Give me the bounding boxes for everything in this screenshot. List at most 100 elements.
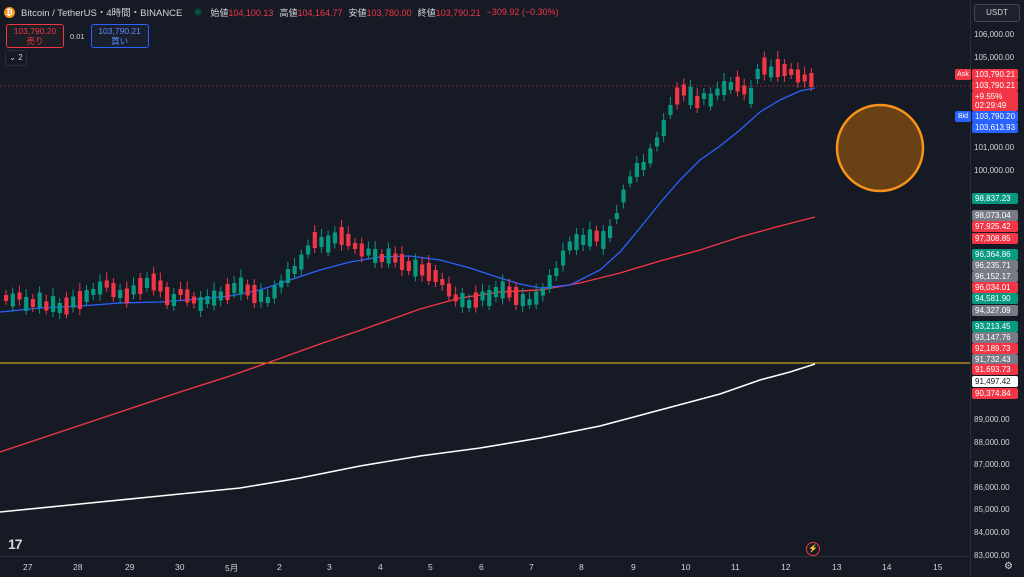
- candle-body: [10, 293, 15, 307]
- candle-body: [701, 93, 707, 99]
- ma-short-line: [0, 87, 816, 313]
- time-tick-label: 8: [579, 562, 584, 572]
- candle-body: [265, 297, 270, 303]
- price-label: 02:29:49: [972, 100, 1018, 111]
- candle-body: [386, 248, 391, 264]
- chart-plot-area[interactable]: ₿ Bitcoin / TetherUS・4時間・BINANCE 始値104,1…: [0, 0, 970, 556]
- price-label: 91,732.43: [972, 354, 1018, 365]
- candle-body: [24, 297, 29, 311]
- time-tick-label: 7: [529, 562, 534, 572]
- price-tick-label: 83,000.00: [974, 551, 1010, 560]
- candle-body: [225, 284, 230, 300]
- candle-body: [218, 291, 223, 301]
- candle-body: [769, 66, 774, 78]
- time-tick-label: 9: [631, 562, 636, 572]
- candle-body: [540, 288, 546, 296]
- candle-body: [259, 290, 264, 302]
- time-axis[interactable]: 27 28 29 30 5月 2 3 4 5 6 7 8 9 10 11 12 13 14 15: [0, 556, 970, 577]
- candle-body: [299, 254, 304, 270]
- candle-body: [527, 299, 532, 305]
- market-status-icon[interactable]: [194, 8, 203, 16]
- candle-body: [232, 283, 237, 293]
- time-tick-label: 29: [125, 562, 135, 572]
- price-label: 98,073.04: [972, 210, 1018, 221]
- candle-body: [138, 278, 143, 294]
- buy-label: 買い: [111, 36, 129, 46]
- candle-body: [245, 284, 250, 296]
- price-tick-label: 85,000.00: [974, 505, 1010, 514]
- time-tick-label: 15: [933, 562, 943, 572]
- chart-header: ₿ Bitcoin / TetherUS・4時間・BINANCE 始値104,1…: [4, 4, 559, 20]
- price-label: 103,613.93: [972, 122, 1018, 133]
- candle-body: [755, 69, 760, 79]
- gear-icon[interactable]: ⚙: [1004, 561, 1013, 572]
- spread-value: 0.01: [70, 31, 85, 41]
- candle-body: [238, 277, 244, 295]
- candle-body: [648, 148, 653, 164]
- currency-selector[interactable]: USDT: [974, 4, 1020, 22]
- candle-body: [480, 291, 485, 301]
- candle-body: [715, 88, 720, 96]
- candle-body: [641, 162, 646, 170]
- candle-body: [426, 263, 431, 281]
- candle-body: [165, 287, 170, 305]
- candle-body: [554, 268, 559, 276]
- candle-body: [97, 281, 103, 295]
- candle-body: [118, 290, 123, 298]
- candle-body: [628, 176, 633, 184]
- candle-body: [802, 74, 807, 82]
- candle-body: [775, 59, 780, 77]
- candle-body: [30, 299, 36, 307]
- candle-body: [500, 281, 505, 299]
- trade-panel: 103,790.20 売り 0.01 103,790.21 買い: [6, 24, 149, 48]
- time-tick-label: 27: [23, 562, 33, 572]
- candle-body: [305, 245, 311, 255]
- candle-body: [420, 264, 425, 276]
- candle-body: [104, 280, 109, 288]
- ohlc-close: 終値103,790.21: [417, 7, 481, 18]
- indicators-toggle-button[interactable]: ⌄ 2: [5, 50, 27, 66]
- sell-price: 103,790.20: [13, 26, 57, 36]
- candle-body: [279, 280, 284, 288]
- price-label: 91,497.42: [972, 376, 1018, 387]
- candle-body: [795, 69, 801, 83]
- candle-body: [742, 85, 747, 95]
- candle-body: [748, 88, 754, 104]
- candle-body: [393, 253, 398, 263]
- candle-body: [171, 294, 176, 306]
- price-label: 96,235.71: [972, 260, 1018, 271]
- highlight-circle: [835, 103, 925, 193]
- price-tick-label: 87,000.00: [974, 460, 1010, 469]
- candle-body: [77, 291, 83, 309]
- candle-body: [722, 81, 727, 95]
- symbol-title[interactable]: Bitcoin / TetherUS・4時間・BINANCE: [21, 8, 183, 19]
- ohlc-change: −309.92 (−0.30%): [486, 7, 559, 17]
- price-label: 98,837.23: [972, 193, 1018, 204]
- flash-icon[interactable]: ⚡: [806, 542, 820, 556]
- price-label: 94,327.09: [972, 305, 1018, 316]
- candle-body: [205, 296, 210, 304]
- candle-body: [453, 294, 458, 302]
- candle-body: [574, 234, 579, 250]
- bitcoin-icon: ₿: [4, 6, 15, 18]
- price-label: 96,034.01: [972, 282, 1018, 293]
- sell-button[interactable]: 103,790.20 売り: [6, 24, 64, 48]
- price-label: 97,308.85: [972, 233, 1018, 244]
- candle-body: [91, 289, 96, 295]
- buy-button[interactable]: 103,790.21 買い: [90, 24, 149, 48]
- candle-body: [252, 285, 257, 303]
- candle-body: [708, 93, 713, 107]
- candle-body: [131, 285, 136, 295]
- candle-body: [440, 279, 445, 285]
- ma-mid-line: [0, 216, 816, 453]
- tradingview-logo[interactable]: 17: [8, 536, 23, 552]
- price-label: 90,374.84: [972, 388, 1018, 399]
- candle-body: [534, 291, 539, 305]
- time-tick-label: 12: [781, 562, 791, 572]
- time-tick-label: 3: [327, 562, 332, 572]
- candle-body: [111, 283, 116, 297]
- time-tick-label: 30: [175, 562, 185, 572]
- price-chart[interactable]: [0, 0, 970, 556]
- candle-body: [654, 137, 660, 147]
- ask-tag: Ask: [955, 69, 971, 80]
